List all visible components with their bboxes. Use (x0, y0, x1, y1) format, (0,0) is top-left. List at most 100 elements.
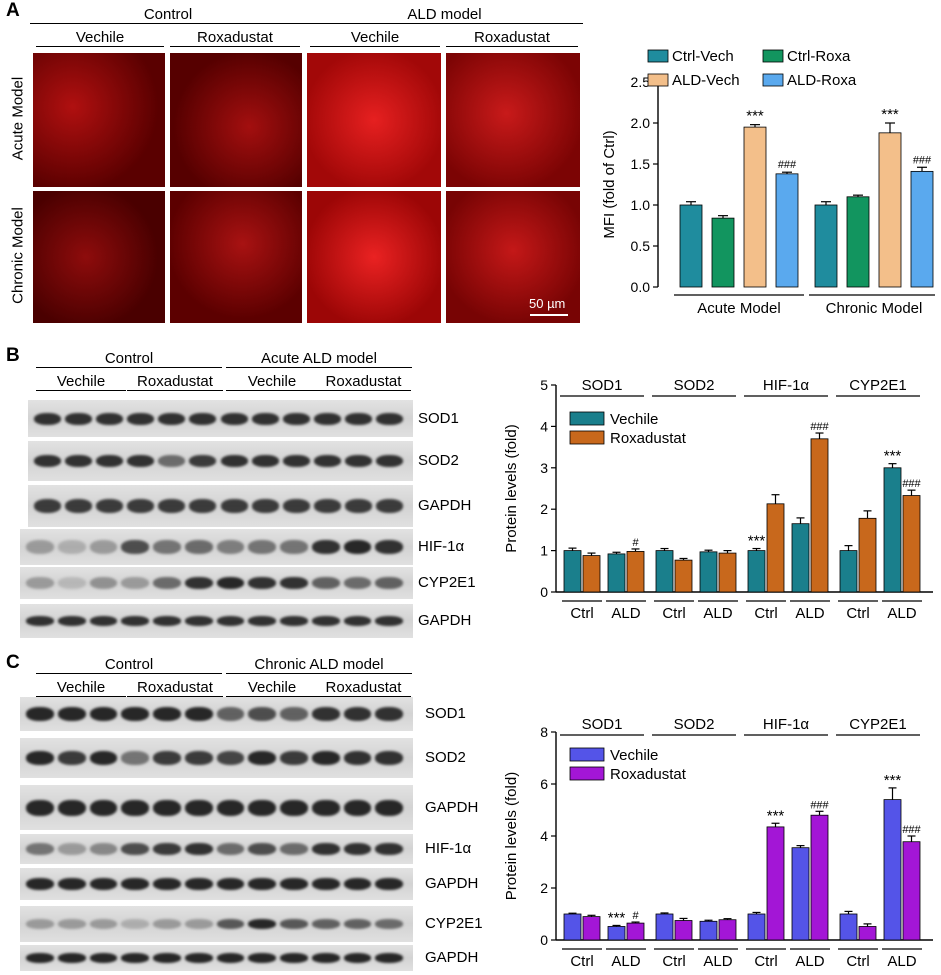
sub-label-vechile: Vechile (36, 29, 164, 47)
significance-mark: *** (746, 108, 764, 125)
legend-label: Vechile (610, 747, 658, 764)
significance-mark: ### (810, 421, 829, 433)
blot-band (89, 843, 118, 855)
bar (878, 132, 902, 288)
y-tick-label: 2.5 (631, 74, 651, 90)
blot-band (153, 577, 181, 589)
blot-band (248, 878, 276, 890)
blot-band (153, 953, 181, 963)
blot-band (184, 540, 213, 554)
blot-band (57, 577, 86, 589)
significance-mark: ### (778, 159, 797, 171)
blot-band (280, 843, 308, 855)
blot-band (311, 953, 340, 963)
blot-band (121, 577, 149, 589)
y-tick-label: 6 (540, 776, 548, 792)
x-condition-label: Ctrl (846, 953, 869, 970)
blot-band (311, 751, 340, 765)
bar (699, 920, 718, 941)
blot-strip (20, 529, 413, 565)
protein-label: HIF-1α (763, 716, 810, 733)
blot-strip (28, 441, 413, 481)
blot-label: GAPDH (425, 949, 479, 966)
bar (846, 196, 870, 288)
bar (607, 926, 626, 941)
blot-band (216, 577, 245, 589)
blot-band (89, 707, 118, 721)
blot-band (153, 799, 181, 816)
significance-mark: ### (902, 478, 921, 490)
y-axis-label: Protein levels (fold) (503, 772, 520, 900)
blot-band (344, 412, 372, 425)
x-condition-label: Ctrl (754, 605, 777, 622)
blot-strip (20, 785, 413, 830)
blot-band (189, 499, 217, 513)
blot-band (121, 799, 149, 816)
bar (839, 550, 858, 593)
blot-band (121, 707, 149, 721)
legend-label: Ctrl-Vech (672, 48, 734, 65)
blot-band (313, 455, 341, 467)
legend-label: Ctrl-Roxa (787, 48, 851, 65)
bar (810, 438, 829, 593)
blot-band (184, 577, 213, 589)
blot-band (343, 707, 372, 721)
blot-band (216, 707, 245, 721)
blot-band (184, 878, 213, 890)
blot-band (375, 412, 403, 425)
blot-band (280, 751, 308, 765)
x-condition-label: ALD (611, 953, 640, 970)
blot-label: CYP2E1 (418, 574, 476, 591)
micrograph-acute-control-roxadustat (170, 53, 302, 187)
blot-band (216, 919, 245, 929)
blot-band (26, 751, 54, 765)
blot-band (153, 919, 181, 929)
significance-mark: ### (810, 799, 829, 811)
micrograph-acute-ald-roxadustat (446, 53, 580, 187)
chart-mfi: 0.0 0.5 1.0 1.5 2.0 2.5 MFI (fold of Ctrl) *** #… (601, 48, 935, 317)
x-condition-label: Ctrl (662, 953, 685, 970)
x-condition-label: ALD (703, 953, 732, 970)
blot-band (280, 577, 308, 589)
blot-band (121, 953, 149, 963)
bar (883, 467, 902, 593)
blot-band (313, 499, 341, 513)
bar (718, 919, 737, 941)
blot-band (57, 953, 86, 963)
blot-band (248, 540, 276, 554)
blot-band (65, 499, 93, 513)
blot-band (26, 540, 54, 554)
micrograph-acute-ald-vechile (307, 53, 441, 187)
group-label-control: Control (36, 350, 222, 368)
blot-band (311, 843, 340, 855)
blot-band (280, 878, 308, 890)
bar (902, 495, 921, 593)
blot-strip (20, 906, 413, 942)
legend-swatch (569, 747, 605, 762)
blot-band (65, 455, 93, 467)
blot-band (153, 616, 181, 626)
blot-label: HIF-1α (418, 538, 465, 555)
blot-band (189, 412, 217, 425)
legend-swatch (647, 73, 669, 87)
blot-band (26, 799, 54, 816)
micrograph-chronic-ald-vechile (307, 191, 441, 323)
bar (902, 841, 921, 941)
y-tick-label: 2.0 (631, 115, 651, 131)
bar (810, 814, 829, 941)
legend-label: Roxadustat (610, 766, 687, 783)
blot-band (216, 540, 245, 554)
bar (563, 913, 582, 941)
blot-band (251, 412, 279, 425)
protein-label: SOD2 (674, 377, 715, 394)
blot-band (248, 616, 276, 626)
blot-band (216, 616, 245, 626)
blot-band (184, 799, 213, 816)
blot-band (220, 499, 248, 513)
blot-band (153, 751, 181, 765)
bar (791, 523, 810, 593)
blot-strip (20, 697, 413, 731)
blot-band (282, 412, 310, 425)
blot-strip (20, 604, 413, 638)
legend-swatch (647, 49, 669, 63)
